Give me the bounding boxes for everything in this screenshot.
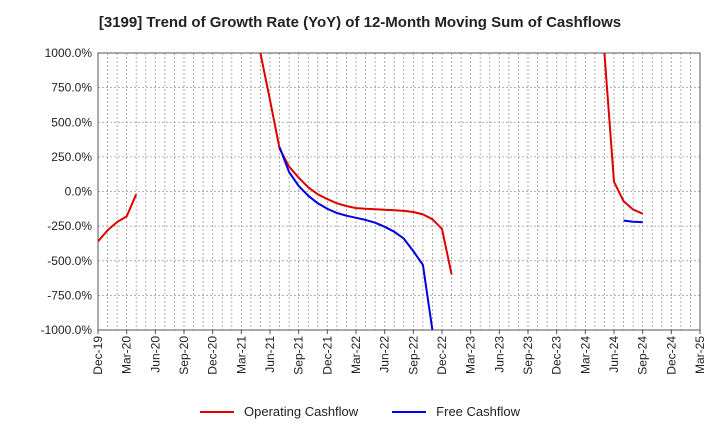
legend-item-operating-cashflow: Operating Cashflow <box>200 404 358 419</box>
y-tick-label: 500.0% <box>51 115 92 129</box>
series-line-operating-cashflow <box>603 53 644 215</box>
y-tick-label: 0.0% <box>65 185 93 199</box>
x-tick-label: Dec-24 <box>664 336 678 375</box>
x-tick-label: Mar-20 <box>120 336 134 374</box>
x-tick-label: Sep-20 <box>177 336 191 375</box>
legend-label-free-cashflow: Free Cashflow <box>436 404 520 419</box>
x-tick-label: Dec-22 <box>435 336 449 375</box>
plot-border <box>97 52 701 331</box>
chart-title: [3199] Trend of Growth Rate (YoY) of 12-… <box>98 14 622 31</box>
x-tick-label: Mar-24 <box>578 336 592 374</box>
legend-label-operating-cashflow: Operating Cashflow <box>244 404 359 419</box>
x-tick-label: Sep-23 <box>521 336 535 375</box>
y-tick-label: 750.0% <box>51 81 92 95</box>
series-line-free-cashflow <box>278 146 434 330</box>
legend-swatch-free-cashflow <box>392 410 427 413</box>
series-line-free-cashflow <box>623 219 643 224</box>
x-tick-label: Dec-19 <box>91 336 105 375</box>
x-tick-label: Jun-23 <box>492 336 506 373</box>
x-tick-label: Jun-21 <box>263 336 277 373</box>
x-tick-label: Sep-22 <box>406 336 420 375</box>
y-tick-label: 250.0% <box>51 150 92 164</box>
legend-item-free-cashflow: Free Cashflow <box>392 404 520 419</box>
y-tick-label: -500.0% <box>47 254 92 268</box>
series-line-operating-cashflow <box>259 53 453 275</box>
x-tick-label: Jun-22 <box>378 336 392 373</box>
y-tick-label: -250.0% <box>47 219 92 233</box>
x-tick-label: Dec-23 <box>550 336 564 375</box>
x-tick-label: Mar-21 <box>234 336 248 374</box>
x-tick-label: Sep-21 <box>292 336 306 375</box>
x-tick-label: Sep-24 <box>636 336 650 375</box>
x-tick-label: Jun-20 <box>148 336 162 373</box>
series-line-operating-cashflow <box>98 193 138 243</box>
legend: Operating Cashflow Free Cashflow <box>0 404 720 419</box>
legend-swatch-operating-cashflow <box>200 410 234 413</box>
x-tick-label: Mar-22 <box>349 336 363 374</box>
x-tick-label: Jun-24 <box>607 336 621 373</box>
x-tick-label: Mar-23 <box>464 336 478 374</box>
x-tick-label: Mar-25 <box>693 336 707 374</box>
x-tick-label: Dec-20 <box>206 336 220 375</box>
x-tick-label: Dec-21 <box>320 336 334 375</box>
y-tick-label: 1000.0% <box>45 46 93 60</box>
y-tick-label: -750.0% <box>47 288 92 302</box>
y-tick-label: -1000.0% <box>41 323 93 337</box>
